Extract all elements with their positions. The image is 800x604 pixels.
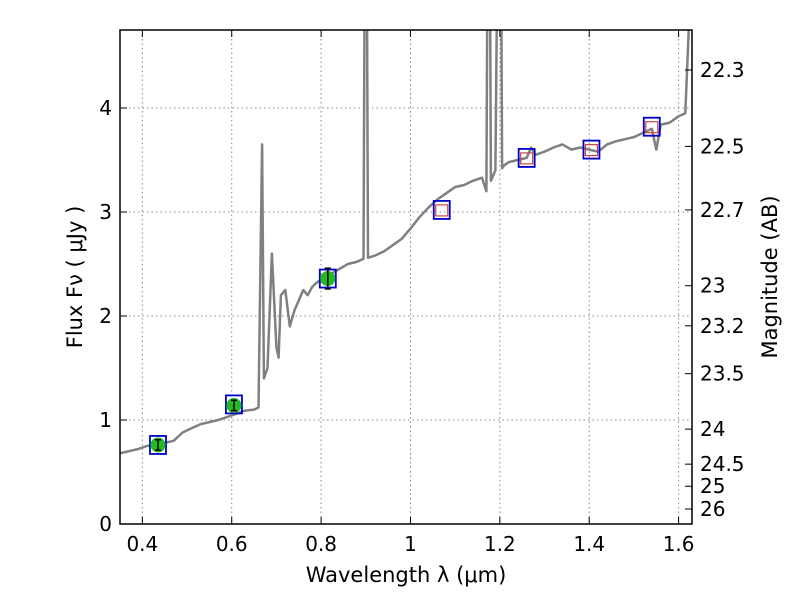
spectrum-line <box>120 30 690 455</box>
model-point-inner <box>584 144 599 157</box>
right-tick-label: 26 <box>700 497 725 521</box>
right-tick-label: 23.5 <box>700 362 745 386</box>
model-point <box>582 139 601 160</box>
model-point-inner <box>645 121 659 134</box>
plot-area <box>120 30 690 455</box>
y-tick-label: 2 <box>99 304 112 328</box>
model-point-inner <box>435 204 449 217</box>
plot-frame <box>119 29 693 525</box>
right-tick-label: 22.5 <box>700 134 745 158</box>
right-axis-label: Magnitude (AB) <box>758 195 782 358</box>
y-axis-label: Flux Fν ( μJy ) <box>63 206 87 349</box>
x-tick-label: 1.4 <box>573 532 605 556</box>
x-tick-label: 1.2 <box>484 532 516 556</box>
model-point <box>642 116 661 137</box>
right-tick-label: 24 <box>700 417 725 441</box>
y-tick-label: 3 <box>99 200 112 224</box>
y-tick-label: 1 <box>99 408 112 432</box>
right-tick-label: 24.5 <box>700 452 745 476</box>
grid-lines <box>120 30 692 525</box>
right-tick-label: 22.7 <box>700 198 745 222</box>
x-tick-label: 0.6 <box>216 532 248 556</box>
model-point <box>149 435 167 455</box>
y-tick-label: 4 <box>99 96 112 120</box>
right-tick-label: 25 <box>700 474 725 498</box>
x-tick-label: 0.8 <box>305 532 337 556</box>
x-tick-label: 0.4 <box>126 532 158 556</box>
model-point <box>432 200 451 220</box>
x-tick-label: 1.6 <box>663 532 695 556</box>
model-point <box>517 148 536 168</box>
model-point <box>225 394 243 415</box>
right-tick-label: 22.3 <box>700 58 745 82</box>
model-point-inner <box>520 152 534 165</box>
right-tick-label: 23.2 <box>700 314 745 338</box>
x-axis-label: Wavelength λ (μm) <box>306 563 507 587</box>
x-tick-label: 1 <box>404 532 417 556</box>
axis-ticks: 0.4 0.6 0.8 1 1.2 1.4 1.60123422.322.522.72323… <box>99 30 745 556</box>
y-tick-label: 0 <box>99 512 112 536</box>
right-tick-label: 23 <box>700 274 725 298</box>
